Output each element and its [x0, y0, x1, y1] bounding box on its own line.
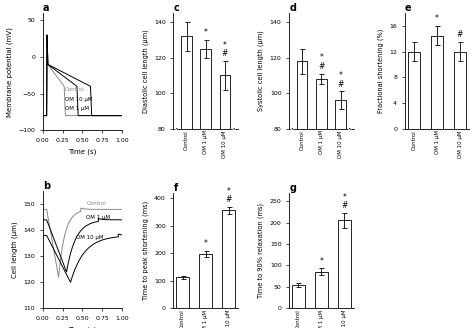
Bar [222, 211, 235, 308]
Bar [316, 79, 327, 129]
Bar [200, 254, 212, 308]
Y-axis label: Cell length (μm): Cell length (μm) [11, 221, 18, 278]
Text: *
#: * # [337, 71, 344, 89]
Y-axis label: Membrane potential (mV): Membrane potential (mV) [6, 27, 13, 117]
Text: *: * [204, 28, 208, 37]
Text: OM 10 μM: OM 10 μM [65, 97, 92, 102]
X-axis label: Time (s): Time (s) [68, 326, 97, 328]
Text: #: # [457, 30, 463, 39]
Y-axis label: Fractional shortening (%): Fractional shortening (%) [377, 29, 384, 113]
Text: *
#: * # [341, 193, 347, 210]
Text: g: g [289, 183, 296, 193]
X-axis label: Time (s): Time (s) [68, 149, 97, 155]
Text: d: d [289, 3, 296, 13]
Bar [201, 49, 211, 129]
Text: a: a [43, 3, 49, 13]
Text: *: * [204, 239, 208, 248]
Text: *: * [319, 256, 323, 266]
Bar [335, 100, 346, 129]
Bar [219, 75, 230, 129]
Text: OM 1 μM: OM 1 μM [86, 215, 110, 219]
Y-axis label: Systolic cell length (μm): Systolic cell length (μm) [258, 31, 264, 112]
Text: *
#: * # [318, 53, 325, 71]
Text: OM 10 μM: OM 10 μM [76, 235, 104, 240]
Bar [176, 277, 189, 308]
Bar [297, 61, 308, 129]
Bar [431, 36, 443, 129]
Bar [292, 285, 305, 308]
Y-axis label: Time to 90% relaxation (ms): Time to 90% relaxation (ms) [258, 203, 264, 298]
Bar [454, 52, 466, 129]
Y-axis label: Time to peak shortening (ms): Time to peak shortening (ms) [142, 201, 148, 300]
Bar [408, 52, 420, 129]
Text: f: f [173, 183, 178, 193]
Bar [338, 220, 351, 308]
Text: OM 1 μM: OM 1 μM [65, 107, 89, 112]
Text: Control: Control [86, 201, 106, 207]
Y-axis label: Diastolic cell length (μm): Diastolic cell length (μm) [142, 29, 148, 113]
Text: *: * [435, 14, 439, 23]
Text: b: b [43, 181, 50, 191]
Text: *
#: * # [222, 41, 228, 58]
Text: e: e [405, 3, 411, 13]
Text: Control: Control [65, 88, 85, 92]
Bar [181, 36, 192, 129]
Text: c: c [173, 3, 179, 13]
Bar [315, 272, 328, 308]
Text: *
#: * # [226, 187, 232, 204]
